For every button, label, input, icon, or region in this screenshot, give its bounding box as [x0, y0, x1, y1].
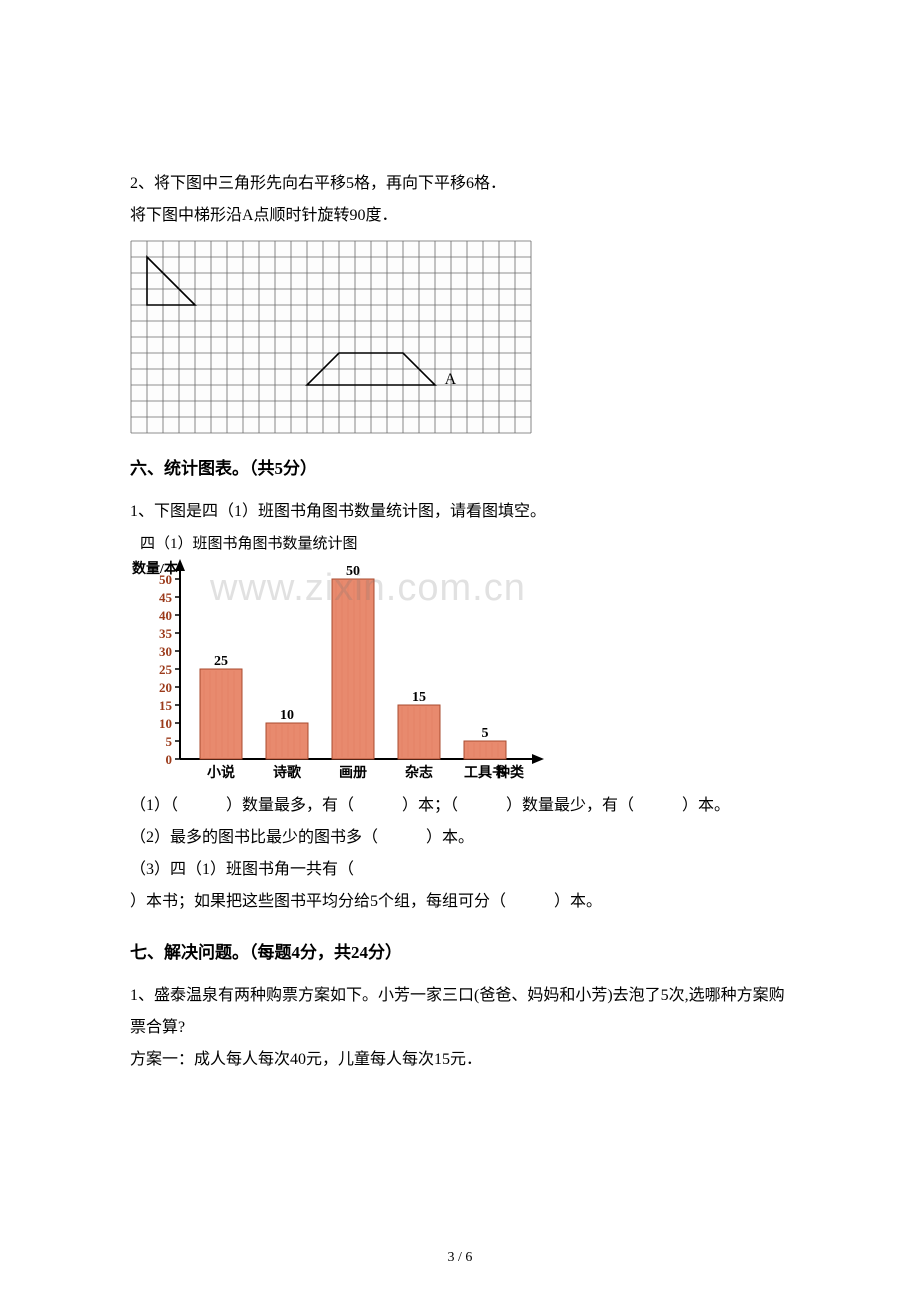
- section7-heading: 七、解决问题。（每题4分，共24分）: [130, 936, 790, 970]
- svg-text:25: 25: [214, 654, 228, 669]
- bar-chart-wrap: www.zixin.com.cn 数量/本0510152025303540455…: [130, 555, 560, 790]
- bar-chart: 数量/本0510152025303540455025小说10诗歌50画册15杂志…: [130, 555, 550, 785]
- svg-text:10: 10: [159, 716, 172, 731]
- s7-line2: 方案一：成人每人每次40元，儿童每人每次15元．: [130, 1044, 790, 1076]
- svg-text:种类: 种类: [495, 764, 525, 781]
- svg-text:A: A: [445, 371, 457, 388]
- svg-text:50: 50: [159, 572, 172, 587]
- s6-q2: （2）最多的图书比最少的图书多（ ）本。: [130, 822, 790, 854]
- svg-text:杂志: 杂志: [405, 764, 433, 781]
- svg-text:35: 35: [159, 626, 173, 641]
- svg-text:诗歌: 诗歌: [273, 764, 302, 781]
- svg-text:40: 40: [159, 608, 172, 623]
- s6-q3b: ）本书；如果把这些图书平均分给5个组，每组可分（ ）本。: [130, 886, 790, 918]
- page-number: 3 / 6: [0, 1250, 920, 1266]
- svg-text:5: 5: [482, 726, 489, 741]
- q2-line1: 2、将下图中三角形先向右平移5格，再向下平移6格．: [130, 168, 790, 200]
- svg-text:5: 5: [166, 734, 173, 749]
- svg-text:15: 15: [412, 690, 426, 705]
- grid-figure: A: [130, 240, 790, 434]
- chart-title: 四（1）班图书角图书数量统计图: [140, 532, 790, 553]
- svg-text:50: 50: [346, 564, 360, 579]
- svg-text:10: 10: [280, 708, 294, 723]
- svg-text:画册: 画册: [339, 765, 367, 781]
- s7-line1: 1、盛泰温泉有两种购票方案如下。小芳一家三口(爸爸、妈妈和小芳)去泡了5次,选哪…: [130, 980, 790, 1044]
- svg-text:15: 15: [159, 698, 173, 713]
- q2-line2: 将下图中梯形沿A点顺时针旋转90度．: [130, 200, 790, 232]
- section6-line1: 1、下图是四（1）班图书角图书数量统计图，请看图填空。: [130, 496, 790, 528]
- svg-text:20: 20: [159, 680, 172, 695]
- svg-text:25: 25: [159, 662, 173, 677]
- svg-text:45: 45: [159, 590, 173, 605]
- svg-text:小说: 小说: [207, 764, 235, 781]
- s6-q1: （1）（ ）数量最多，有（ ）本；（ ）数量最少，有（ ）本。: [130, 790, 790, 822]
- svg-text:0: 0: [166, 752, 173, 767]
- svg-text:30: 30: [159, 644, 172, 659]
- s6-q3a: （3）四（1）班图书角一共有（: [130, 854, 790, 886]
- section6-heading: 六、统计图表。（共5分）: [130, 452, 790, 486]
